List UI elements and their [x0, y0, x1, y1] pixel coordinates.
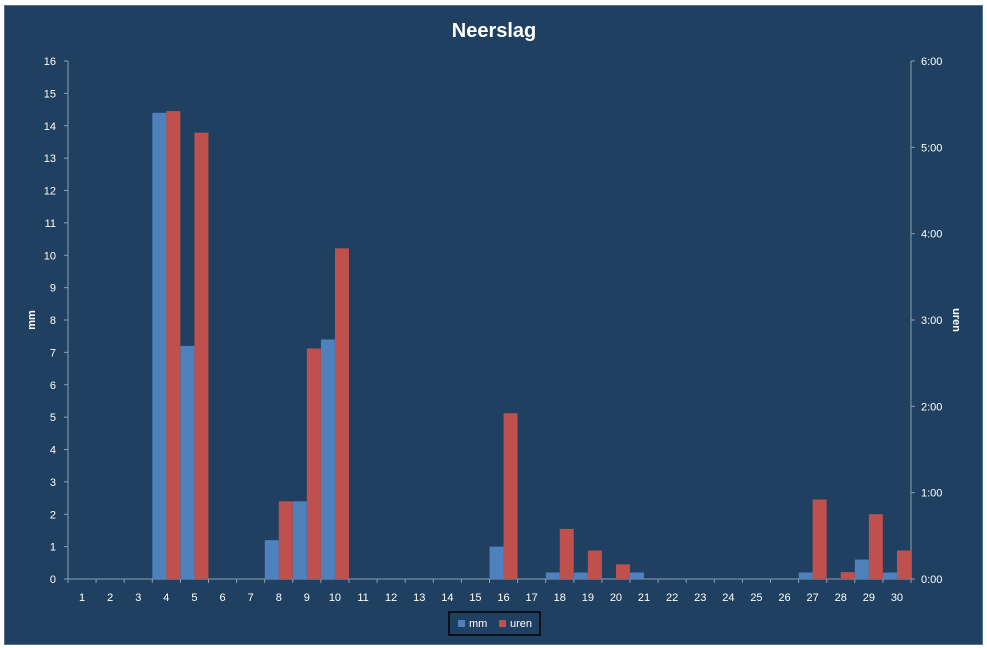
left-tick-label: 13 [44, 153, 56, 165]
bar-mm [630, 572, 645, 579]
right-tick-label: 0:00 [921, 574, 942, 586]
left-tick-label: 2 [50, 509, 56, 521]
x-tick-label: 8 [276, 592, 282, 604]
x-tick-label: 18 [554, 592, 566, 604]
x-tick-label: 16 [497, 592, 509, 604]
bar-uren [306, 348, 321, 579]
x-tick-label: 1 [79, 592, 85, 604]
left-tick-label: 15 [44, 88, 56, 100]
right-tick-label: 6:00 [921, 56, 942, 68]
right-tick-label: 4:00 [921, 229, 942, 241]
left-tick-label: 14 [44, 121, 56, 133]
x-tick-label: 14 [441, 592, 453, 604]
x-axis: 1 2 3 4 5 6 7 8 9 10 11 12 13 14 15 16 17 18 19 20 21 22 23 24 2… [67, 578, 912, 604]
right-axis-title: uren [950, 308, 962, 332]
right-y-axis: 0:00 1:00 2:00 3:00 4:00 5:00 6:00 [910, 56, 942, 586]
left-tick-label: 5 [50, 412, 56, 424]
bar-uren [334, 248, 349, 580]
x-tick-label: 5 [191, 592, 197, 604]
chart-title: Neerslag [452, 20, 537, 42]
bar-uren [868, 514, 883, 579]
left-tick-label: 8 [50, 315, 56, 327]
x-tick-label: 12 [385, 592, 397, 604]
bar-uren [559, 528, 574, 579]
bar-uren [587, 550, 602, 579]
bars-group [152, 111, 911, 580]
x-tick-label: 17 [526, 592, 538, 604]
x-tick-label: 2 [107, 592, 113, 604]
bar-uren [615, 564, 630, 579]
bar-mm [882, 572, 897, 579]
x-tick-label: 7 [248, 592, 254, 604]
x-tick-label: 27 [807, 592, 819, 604]
x-tick-label: 4 [163, 592, 169, 604]
x-tick-label: 11 [357, 592, 368, 604]
left-tick-label: 0 [50, 574, 56, 586]
bar-uren [896, 550, 911, 579]
left-tick-label: 16 [44, 56, 56, 68]
x-tick-label: 19 [582, 592, 594, 604]
x-tick-label: 13 [413, 592, 425, 604]
left-tick-label: 3 [50, 477, 56, 489]
bar-mm [180, 345, 195, 579]
x-tick-label: 15 [469, 592, 481, 604]
x-tick-label: 29 [863, 592, 875, 604]
left-tick-label: 9 [50, 283, 56, 295]
legend: mm uren [448, 611, 541, 636]
bar-uren [194, 132, 209, 579]
legend-swatch-uren [499, 620, 506, 627]
bar-uren [166, 111, 181, 579]
bar-mm [152, 112, 167, 580]
right-tick-label: 2:00 [921, 401, 942, 413]
bar-uren [503, 413, 518, 579]
bar-mm [489, 546, 504, 579]
bar-uren [812, 499, 827, 579]
right-tick-label: 1:00 [921, 488, 942, 500]
bar-mm [854, 559, 869, 579]
bar-mm [320, 339, 335, 579]
left-tick-label: 6 [50, 380, 56, 392]
bar-mm [292, 501, 307, 579]
x-tick-label: 28 [835, 592, 847, 604]
x-tick-label: 9 [304, 592, 310, 604]
bar-mm [545, 572, 560, 579]
legend-label-uren: uren [510, 618, 532, 630]
x-tick-label: 30 [891, 592, 903, 604]
x-tick-label: 23 [694, 592, 706, 604]
x-tick-label: 25 [750, 592, 762, 604]
bar-mm [798, 572, 813, 579]
left-tick-label: 11 [45, 218, 56, 230]
x-tick-label: 3 [135, 592, 141, 604]
left-tick-label: 10 [44, 250, 56, 262]
bar-uren [278, 501, 293, 579]
x-tick-label: 20 [610, 592, 622, 604]
bar-mm [573, 572, 588, 579]
x-tick-label: 22 [666, 592, 678, 604]
x-tick-label: 6 [219, 592, 225, 604]
left-tick-label: 7 [50, 347, 56, 359]
left-tick-label: 4 [50, 445, 56, 457]
legend-box [448, 611, 541, 636]
right-tick-label: 5:00 [921, 142, 942, 154]
x-tick-label: 10 [329, 592, 341, 604]
legend-swatch-mm [458, 620, 465, 627]
x-tick-label: 21 [638, 592, 650, 604]
x-tick-label: 24 [722, 592, 734, 604]
left-tick-label: 1 [50, 542, 56, 554]
legend-label-mm: mm [469, 618, 487, 630]
bar-mm [264, 540, 279, 579]
x-tick-label: 26 [778, 592, 790, 604]
right-tick-label: 3:00 [921, 315, 942, 327]
left-axis-title: mm [26, 310, 38, 330]
bar-uren [840, 572, 855, 579]
left-tick-label: 12 [44, 186, 56, 198]
